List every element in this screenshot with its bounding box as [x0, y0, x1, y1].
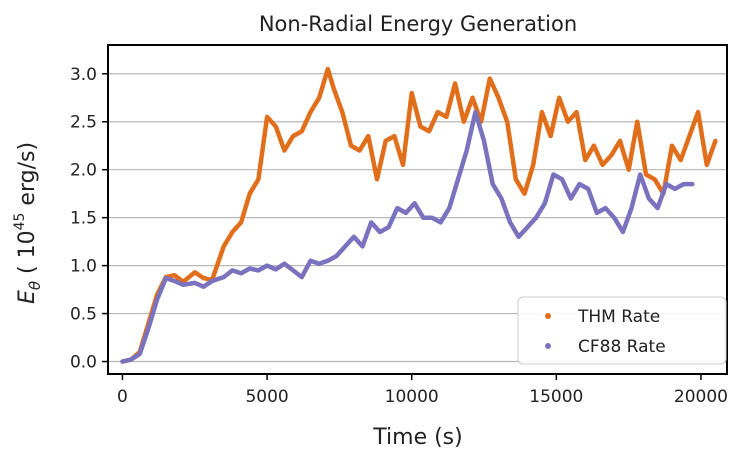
y-tick-label: 0.0 — [70, 353, 97, 373]
y-axis-symbol: E — [15, 290, 40, 304]
legend-box — [517, 296, 727, 365]
y-tick-label: 1.0 — [70, 257, 97, 277]
y-tick-label: 1.5 — [70, 209, 97, 229]
y-axis-title: Eθ ( 1045 erg/s) — [12, 142, 44, 304]
y-axis-unit: erg/s) — [15, 142, 40, 213]
plot-frame — [107, 44, 728, 375]
x-tick-label: 0 — [117, 387, 128, 407]
x-tick-label: 10000 — [385, 387, 439, 407]
y-tick-label: 0.5 — [70, 305, 97, 325]
y-tick-label: 2.0 — [70, 161, 97, 181]
y-axis-exponent: 45 — [12, 213, 28, 231]
legend-label-cf88: CF88 Rate — [578, 337, 666, 357]
chart-title: Non-Radial Energy Generation — [259, 12, 577, 36]
y-axis-open: ( — [15, 258, 40, 281]
legend-marker-cf88 — [545, 343, 551, 349]
y-axis-mantissa: 10 — [15, 230, 40, 258]
axis-ticks: 0.0 0.5 1.0 1.5 2.0 2.5 3.0 0 5000 10000 15000 2000… — [70, 65, 728, 407]
legend: THM Rate CF88 Rate — [517, 296, 727, 365]
series-layer — [120, 66, 718, 364]
x-tick-label: 5000 — [245, 387, 288, 407]
x-tick-label: 15000 — [529, 387, 583, 407]
series-line-thm — [120, 66, 718, 364]
series-line-cf88 — [120, 109, 695, 364]
x-axis-title: Time (s) — [372, 425, 462, 450]
y-tick-label: 3.0 — [70, 65, 97, 85]
y-tick-label: 2.5 — [70, 113, 97, 133]
x-tick-label: 20000 — [674, 387, 728, 407]
y-axis-subscript: θ — [26, 281, 44, 290]
legend-marker-thm — [545, 313, 551, 319]
legend-label-thm: THM Rate — [577, 307, 660, 327]
